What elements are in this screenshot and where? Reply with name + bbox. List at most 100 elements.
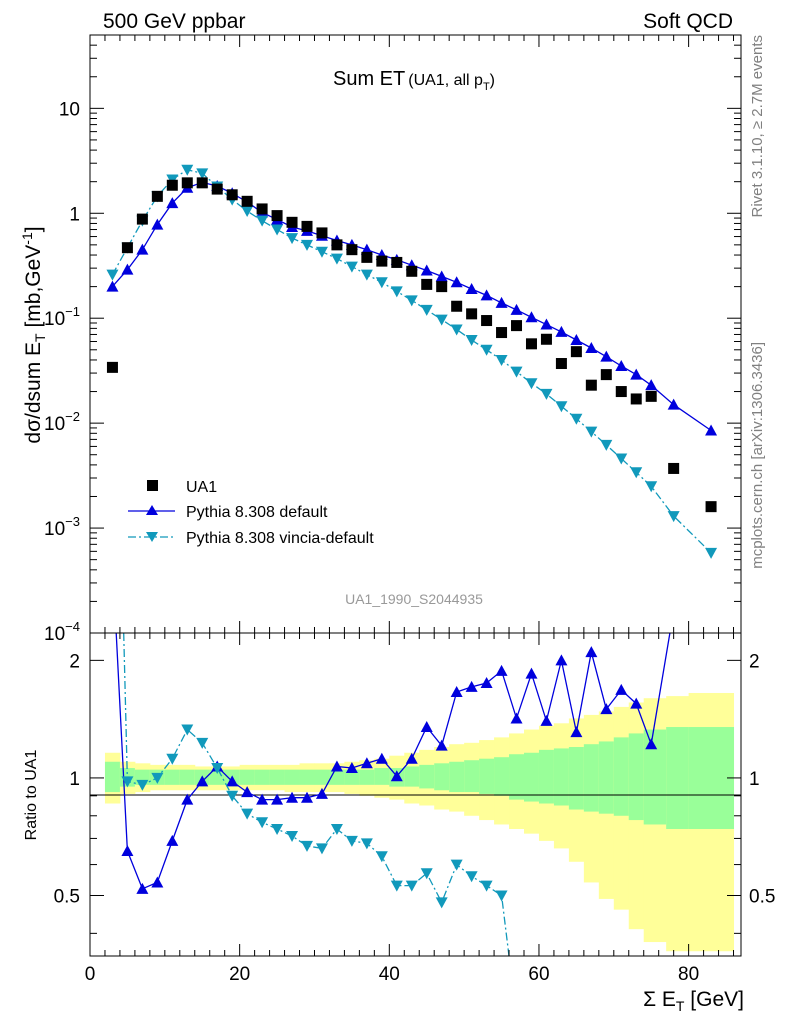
- ua1-data-point: [525, 338, 537, 350]
- ratio-vincia-point: [151, 772, 164, 784]
- analysis-id-label: UA1_1990_S2044935: [345, 591, 483, 607]
- legend: UA1 Pythia 8.308 default Pythia 8.308 vi…: [128, 479, 374, 547]
- ratio-pythia-default-point: [375, 752, 388, 764]
- ua1-data-point: [376, 255, 388, 267]
- vincia-point: [585, 426, 598, 438]
- ratio-vincia-point: [196, 737, 209, 749]
- ratio-band-inner: [509, 754, 525, 800]
- chart-title-main: Sum ET: [333, 68, 405, 90]
- ratio-band-inner: [314, 769, 330, 785]
- vincia-point: [315, 246, 328, 258]
- ratio-band-inner: [284, 769, 301, 785]
- ylabel-unit: [mb,GeV: [22, 245, 45, 334]
- ratio-pythia-default-point: [645, 738, 658, 750]
- ratio-vincia-point: [345, 835, 358, 847]
- ratio-vincia-line: [123, 633, 510, 956]
- ua1-data-point: [226, 189, 238, 201]
- ratio-vincia-point: [435, 897, 448, 909]
- ratio-pythia-default-point: [390, 770, 403, 782]
- ratio-pythia-default-point: [450, 685, 463, 697]
- pythia-default-point: [630, 368, 643, 380]
- ua1-data-point: [705, 501, 717, 513]
- ratio-vincia-point: [390, 880, 403, 892]
- ratio-band-inner: [538, 749, 555, 804]
- ylabel-close: ]: [22, 226, 45, 232]
- ua1-data-point: [331, 239, 343, 251]
- main-panel-axes: 10 1 10−1 10−2 10−3 10−4: [44, 34, 741, 645]
- ratio-y-tick-label-right: 2: [749, 651, 760, 672]
- ratio-band-inner: [434, 763, 450, 791]
- vincia-point: [256, 215, 269, 227]
- ua1-data-point: [466, 308, 478, 320]
- ua1-data-point: [286, 216, 298, 228]
- main-y-tick-label: 10−4: [44, 619, 80, 645]
- pythia-default-point: [465, 282, 478, 294]
- ratio-band-inner: [359, 769, 375, 785]
- chart-title-sub-T: T: [483, 81, 490, 93]
- ratio-pythia-default-point: [465, 680, 478, 692]
- vincia-point: [435, 314, 448, 326]
- legend-marker-vincia: [146, 532, 158, 542]
- ratio-band-inner: [464, 760, 480, 793]
- ua1-data-point: [256, 203, 268, 215]
- vincia-point: [525, 378, 538, 390]
- vincia-point: [420, 304, 433, 316]
- ratio-band-inner: [239, 769, 256, 785]
- ratio-vincia-point: [301, 840, 313, 852]
- ua1-data-point: [451, 300, 463, 312]
- ratio-vincia-point: [330, 824, 343, 836]
- ratio-vincia-point: [211, 763, 224, 775]
- vincia-point: [375, 277, 388, 289]
- ua1-data-point: [181, 177, 193, 189]
- ua1-data-point: [346, 244, 358, 256]
- vincia-point: [345, 261, 358, 273]
- ratio-vincia-point: [495, 890, 508, 902]
- ua1-data-point: [316, 227, 328, 239]
- ratio-vincia-point: [121, 776, 134, 788]
- xlabel-unit: [GeV]: [684, 988, 744, 1011]
- vincia-point: [667, 511, 680, 523]
- x-tick-label: 20: [229, 964, 250, 985]
- ratio-pythia-default-point: [301, 791, 313, 803]
- vincia-point: [705, 547, 718, 559]
- ratio-vincia-point: [405, 880, 418, 892]
- vincia-point: [360, 269, 373, 281]
- vincia-point: [241, 206, 254, 218]
- ratio-pythia-default-point: [151, 876, 164, 888]
- ratio-pythia-default-point: [585, 646, 598, 658]
- ratio-band-inner: [628, 733, 645, 821]
- ratio-vincia-point: [241, 808, 254, 820]
- xlabel-prefix: Σ E: [643, 988, 676, 1011]
- ua1-data-point: [511, 320, 523, 332]
- ratio-vincia-point: [286, 831, 299, 843]
- x-tick-label: 40: [379, 964, 400, 985]
- vincia-point: [570, 413, 583, 425]
- ratio-pythia-default-point: [166, 834, 179, 846]
- vincia-point: [480, 344, 493, 356]
- ua1-data-point: [211, 183, 223, 195]
- ratio-y-axis-label: Ratio to UA1: [23, 750, 40, 841]
- ratio-band-inner: [299, 769, 315, 785]
- pythia-default-point: [667, 398, 680, 410]
- legend-label-vincia: Pythia 8.308 vincia-default: [186, 530, 374, 547]
- ratio-vincia-point: [450, 859, 463, 871]
- main-panel-series: [106, 164, 718, 559]
- ratio-y-tick-label: 2: [69, 651, 80, 672]
- main-y-axis-label: dσ/dsum ET [mb,GeV-1]: [19, 226, 48, 443]
- x-tick-label: 0: [85, 964, 96, 985]
- vincia-point: [181, 164, 194, 176]
- ratio-band-inner: [568, 747, 585, 810]
- ratio-y-tick-label-right: 1: [749, 769, 760, 790]
- vincia-point: [271, 224, 284, 236]
- ratio-pythia-default-point: [405, 752, 418, 764]
- vincia-point: [600, 439, 613, 451]
- ratio-pythia-default-point: [360, 757, 373, 769]
- ua1-data-point: [106, 361, 118, 373]
- ratio-pythia-default-point: [630, 697, 643, 709]
- legend-label-ua1: UA1: [186, 479, 217, 496]
- pythia-default-point: [525, 311, 538, 323]
- ratio-band-inner: [524, 752, 540, 802]
- ua1-data-point: [271, 210, 283, 222]
- ratio-pythia-default-point: [136, 882, 149, 894]
- ratio-panel-bands: [104, 692, 735, 952]
